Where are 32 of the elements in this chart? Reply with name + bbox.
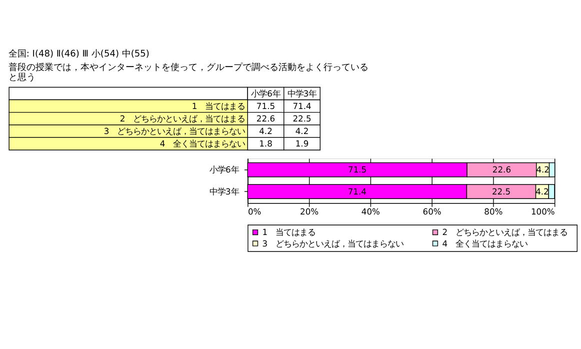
- data-label: 22.6: [492, 164, 512, 175]
- y-tick-label: 小学6年: [210, 164, 239, 175]
- y-tick-label: 3 どちらかといえば，当てはまらない: [104, 126, 246, 136]
- legend-label: 1 当てはまる: [262, 227, 316, 238]
- x-tick-label: 0%: [248, 206, 262, 217]
- y-tick-label: 中学3年: [210, 186, 239, 196]
- data-label: 71.5: [348, 164, 367, 175]
- data-label: 1.8: [259, 138, 272, 149]
- data-label: 4.2: [259, 126, 272, 136]
- data-label: 22.5: [492, 186, 511, 196]
- legend-label: 3 どちらかといえば，当てはまらない: [262, 238, 404, 248]
- x-tick-label: 80%: [484, 206, 503, 217]
- chart-subtitle: 普段の授業では，本やインターネットを使って，グループで調べる活動をよく行っていると思う: [8, 62, 368, 84]
- x-tick-label: 20%: [300, 206, 319, 217]
- legend-label: 4 全く当てはまらない: [442, 238, 528, 248]
- data-label: 4.2: [536, 164, 550, 175]
- x-tick-label: 60%: [422, 206, 442, 217]
- y-tick-label: 4 全く当てはまらない: [160, 138, 246, 149]
- data-label: 22.5: [292, 113, 312, 124]
- data-label: 1.9: [295, 138, 309, 149]
- data-label: 71.5: [256, 100, 276, 111]
- text: 全国: Ⅰ(48) Ⅱ(46) Ⅲ 小(54) 中(55): [8, 48, 150, 60]
- data-label: 22.6: [256, 113, 276, 124]
- data-label: 71.4: [292, 100, 312, 111]
- data-label: 71.4: [348, 186, 366, 196]
- x-tick-label: 40%: [361, 206, 380, 217]
- x-tick-label: 100%: [530, 206, 555, 217]
- data-label: 4.2: [295, 126, 309, 136]
- y-tick-label: 1 当てはまる: [192, 100, 246, 111]
- legend-label: 2 どちらかといえば，当てはまる: [442, 227, 568, 238]
- y-tick-label: 2 どちらかといえば，当てはまる: [120, 113, 246, 124]
- data-label: 4.2: [536, 186, 549, 196]
